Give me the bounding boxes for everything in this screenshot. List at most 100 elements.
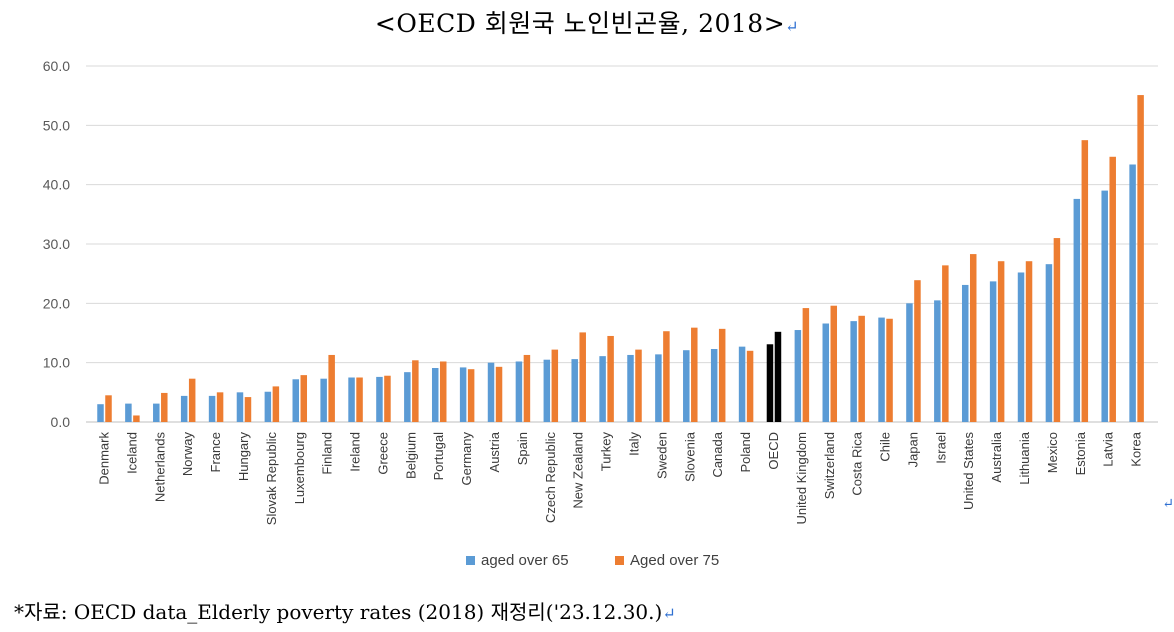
x-category-label: Italy	[627, 432, 642, 456]
x-category-label: Turkey	[599, 432, 614, 472]
bar-over75	[216, 392, 224, 422]
x-category-label: Belgium	[403, 432, 418, 479]
x-category-label: Netherlands	[152, 432, 167, 503]
bar-over75	[105, 395, 112, 422]
bar-over65	[320, 378, 327, 422]
legend-label-over75: Aged over 75	[630, 552, 719, 569]
x-category-label: Mexico	[1045, 432, 1060, 473]
bar-over75	[356, 377, 363, 422]
bar-over75	[607, 335, 614, 422]
paragraph-mark-icon: ↵	[785, 17, 800, 36]
bar-over65	[1017, 272, 1025, 422]
bar-over75	[858, 315, 865, 422]
bar-over65	[1045, 264, 1053, 422]
bar-over75	[551, 349, 559, 422]
bar-over65	[1129, 164, 1136, 422]
bar-over65	[934, 300, 941, 422]
bar-over75	[300, 375, 308, 422]
bar-over75	[830, 305, 838, 422]
x-category-label: Australia	[989, 431, 1004, 482]
bar-over65	[348, 377, 355, 422]
bar-over75	[439, 361, 447, 422]
bar-over75	[663, 331, 670, 422]
paragraph-mark-icon: ↵	[662, 604, 676, 623]
bar-over75	[495, 366, 503, 422]
bar-over75	[579, 332, 586, 422]
bar-over75	[691, 327, 698, 422]
x-category-label: United States	[961, 432, 976, 511]
bar-over75	[328, 354, 335, 422]
x-category-label: Hungary	[236, 432, 251, 482]
x-category-label: Greece	[375, 432, 390, 475]
bar-over75	[1053, 238, 1061, 422]
bar-over65	[404, 372, 411, 422]
bar-over65	[850, 321, 857, 422]
x-category-label: OECD	[766, 432, 781, 470]
bar-over75	[942, 265, 949, 422]
bar-over75	[412, 360, 419, 422]
bar-over65	[794, 330, 802, 422]
x-category-label: Iceland	[124, 432, 139, 474]
bar-over65	[153, 403, 160, 422]
bar-over75	[188, 378, 196, 422]
x-category-label: Switzerland	[822, 432, 837, 499]
bar-over75	[1137, 95, 1144, 422]
bar-over65	[431, 368, 439, 422]
x-category-label: Norway	[180, 432, 195, 477]
x-category-label: Slovak Republic	[264, 432, 279, 526]
x-category-label: Ireland	[348, 432, 363, 472]
bar-over65	[1101, 190, 1108, 422]
bar-over75	[161, 392, 168, 422]
x-category-label: France	[208, 432, 223, 472]
bar-over65	[487, 362, 495, 422]
x-category-label: Lithuania	[1017, 431, 1032, 485]
bar-over75	[244, 397, 252, 422]
y-tick-label: 30.0	[43, 236, 70, 252]
chart-title: <OECD 회원국 노인빈곤율, 2018>↵	[374, 9, 800, 38]
x-category-label: Poland	[738, 432, 753, 472]
bar-over75	[1025, 261, 1033, 422]
bar-over65	[683, 350, 690, 422]
bar-over65	[236, 392, 244, 422]
bar-over75	[272, 386, 280, 422]
x-category-label: United Kingdom	[794, 432, 809, 525]
bar-over65	[766, 344, 774, 422]
bar-over75	[774, 331, 782, 422]
x-category-label: Latvia	[1101, 431, 1116, 466]
x-category-label: Japan	[905, 432, 920, 467]
source-note: *자료: OECD data_Elderly poverty rates (20…	[14, 600, 676, 624]
x-category-label: Korea	[1129, 431, 1144, 466]
bar-over75	[997, 261, 1005, 422]
bar-over65	[738, 346, 746, 422]
bar-over65	[292, 379, 300, 422]
bar-over65	[459, 367, 467, 422]
legend-label-over65: aged over 65	[481, 552, 569, 569]
x-category-label: Germany	[459, 432, 474, 486]
legend-swatch-over65	[466, 556, 475, 565]
bar-over75	[802, 308, 810, 422]
bar-over65	[822, 323, 830, 422]
y-tick-label: 20.0	[43, 295, 70, 311]
y-tick-label: 0.0	[51, 414, 71, 430]
bar-over65	[710, 349, 718, 422]
legend-swatch-over75	[615, 556, 624, 565]
bar-over65	[376, 376, 383, 422]
bar-over65	[989, 281, 997, 422]
x-category-label: Czech Republic	[543, 432, 558, 524]
bar-over65	[571, 359, 578, 422]
bar-over65	[515, 361, 523, 422]
x-category-label: Finland	[320, 432, 335, 475]
bar-over75	[523, 354, 531, 422]
bar-over75	[1109, 156, 1116, 422]
y-tick-label: 60.0	[43, 58, 70, 74]
bar-over75	[1081, 140, 1089, 422]
y-tick-label: 50.0	[43, 117, 70, 133]
x-category-label: Sweden	[654, 432, 669, 479]
x-category-label: Chile	[878, 432, 893, 462]
y-tick-label: 10.0	[43, 355, 70, 371]
x-category-label: Austria	[487, 431, 502, 472]
bar-over65	[264, 391, 272, 422]
x-category-label: Portugal	[431, 432, 446, 481]
bar-over65	[961, 284, 969, 422]
